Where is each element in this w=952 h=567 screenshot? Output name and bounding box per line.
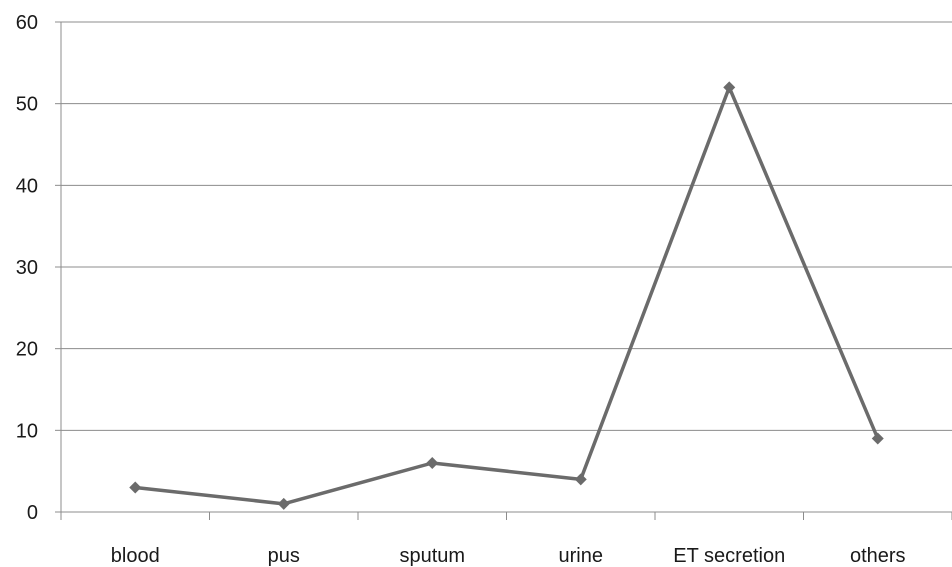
x-tick-label: urine [559,545,603,567]
data-point-sputum [426,457,439,469]
data-point-pus [277,497,290,510]
series-line [133,85,880,506]
data-point-urine [574,473,587,486]
x-tick-label: ET secretion [673,545,785,567]
data-point-blood [129,481,142,494]
y-tick-label: 10 [16,420,38,442]
x-tick-label: sputum [399,545,465,567]
data-point-et-secretion [723,81,736,94]
x-tick-label: others [850,545,906,567]
y-tick-label: 40 [16,175,38,197]
y-tick-label: 20 [16,339,38,361]
series-markers [129,81,884,510]
y-tick-label: 60 [16,12,38,34]
gridlines [61,21,952,513]
x-axis: blood pus sputum urine ET secretion others [60,512,952,567]
y-tick-label: 30 [16,257,38,279]
x-tick-label: pus [268,545,300,567]
x-tick-label: blood [111,545,160,567]
y-tick-label: 50 [16,94,38,116]
y-axis-ticks: 0 10 20 30 40 50 60 [16,12,62,524]
data-point-others [871,432,884,445]
series-line-group [133,85,880,506]
y-tick-label: 0 [27,502,38,524]
